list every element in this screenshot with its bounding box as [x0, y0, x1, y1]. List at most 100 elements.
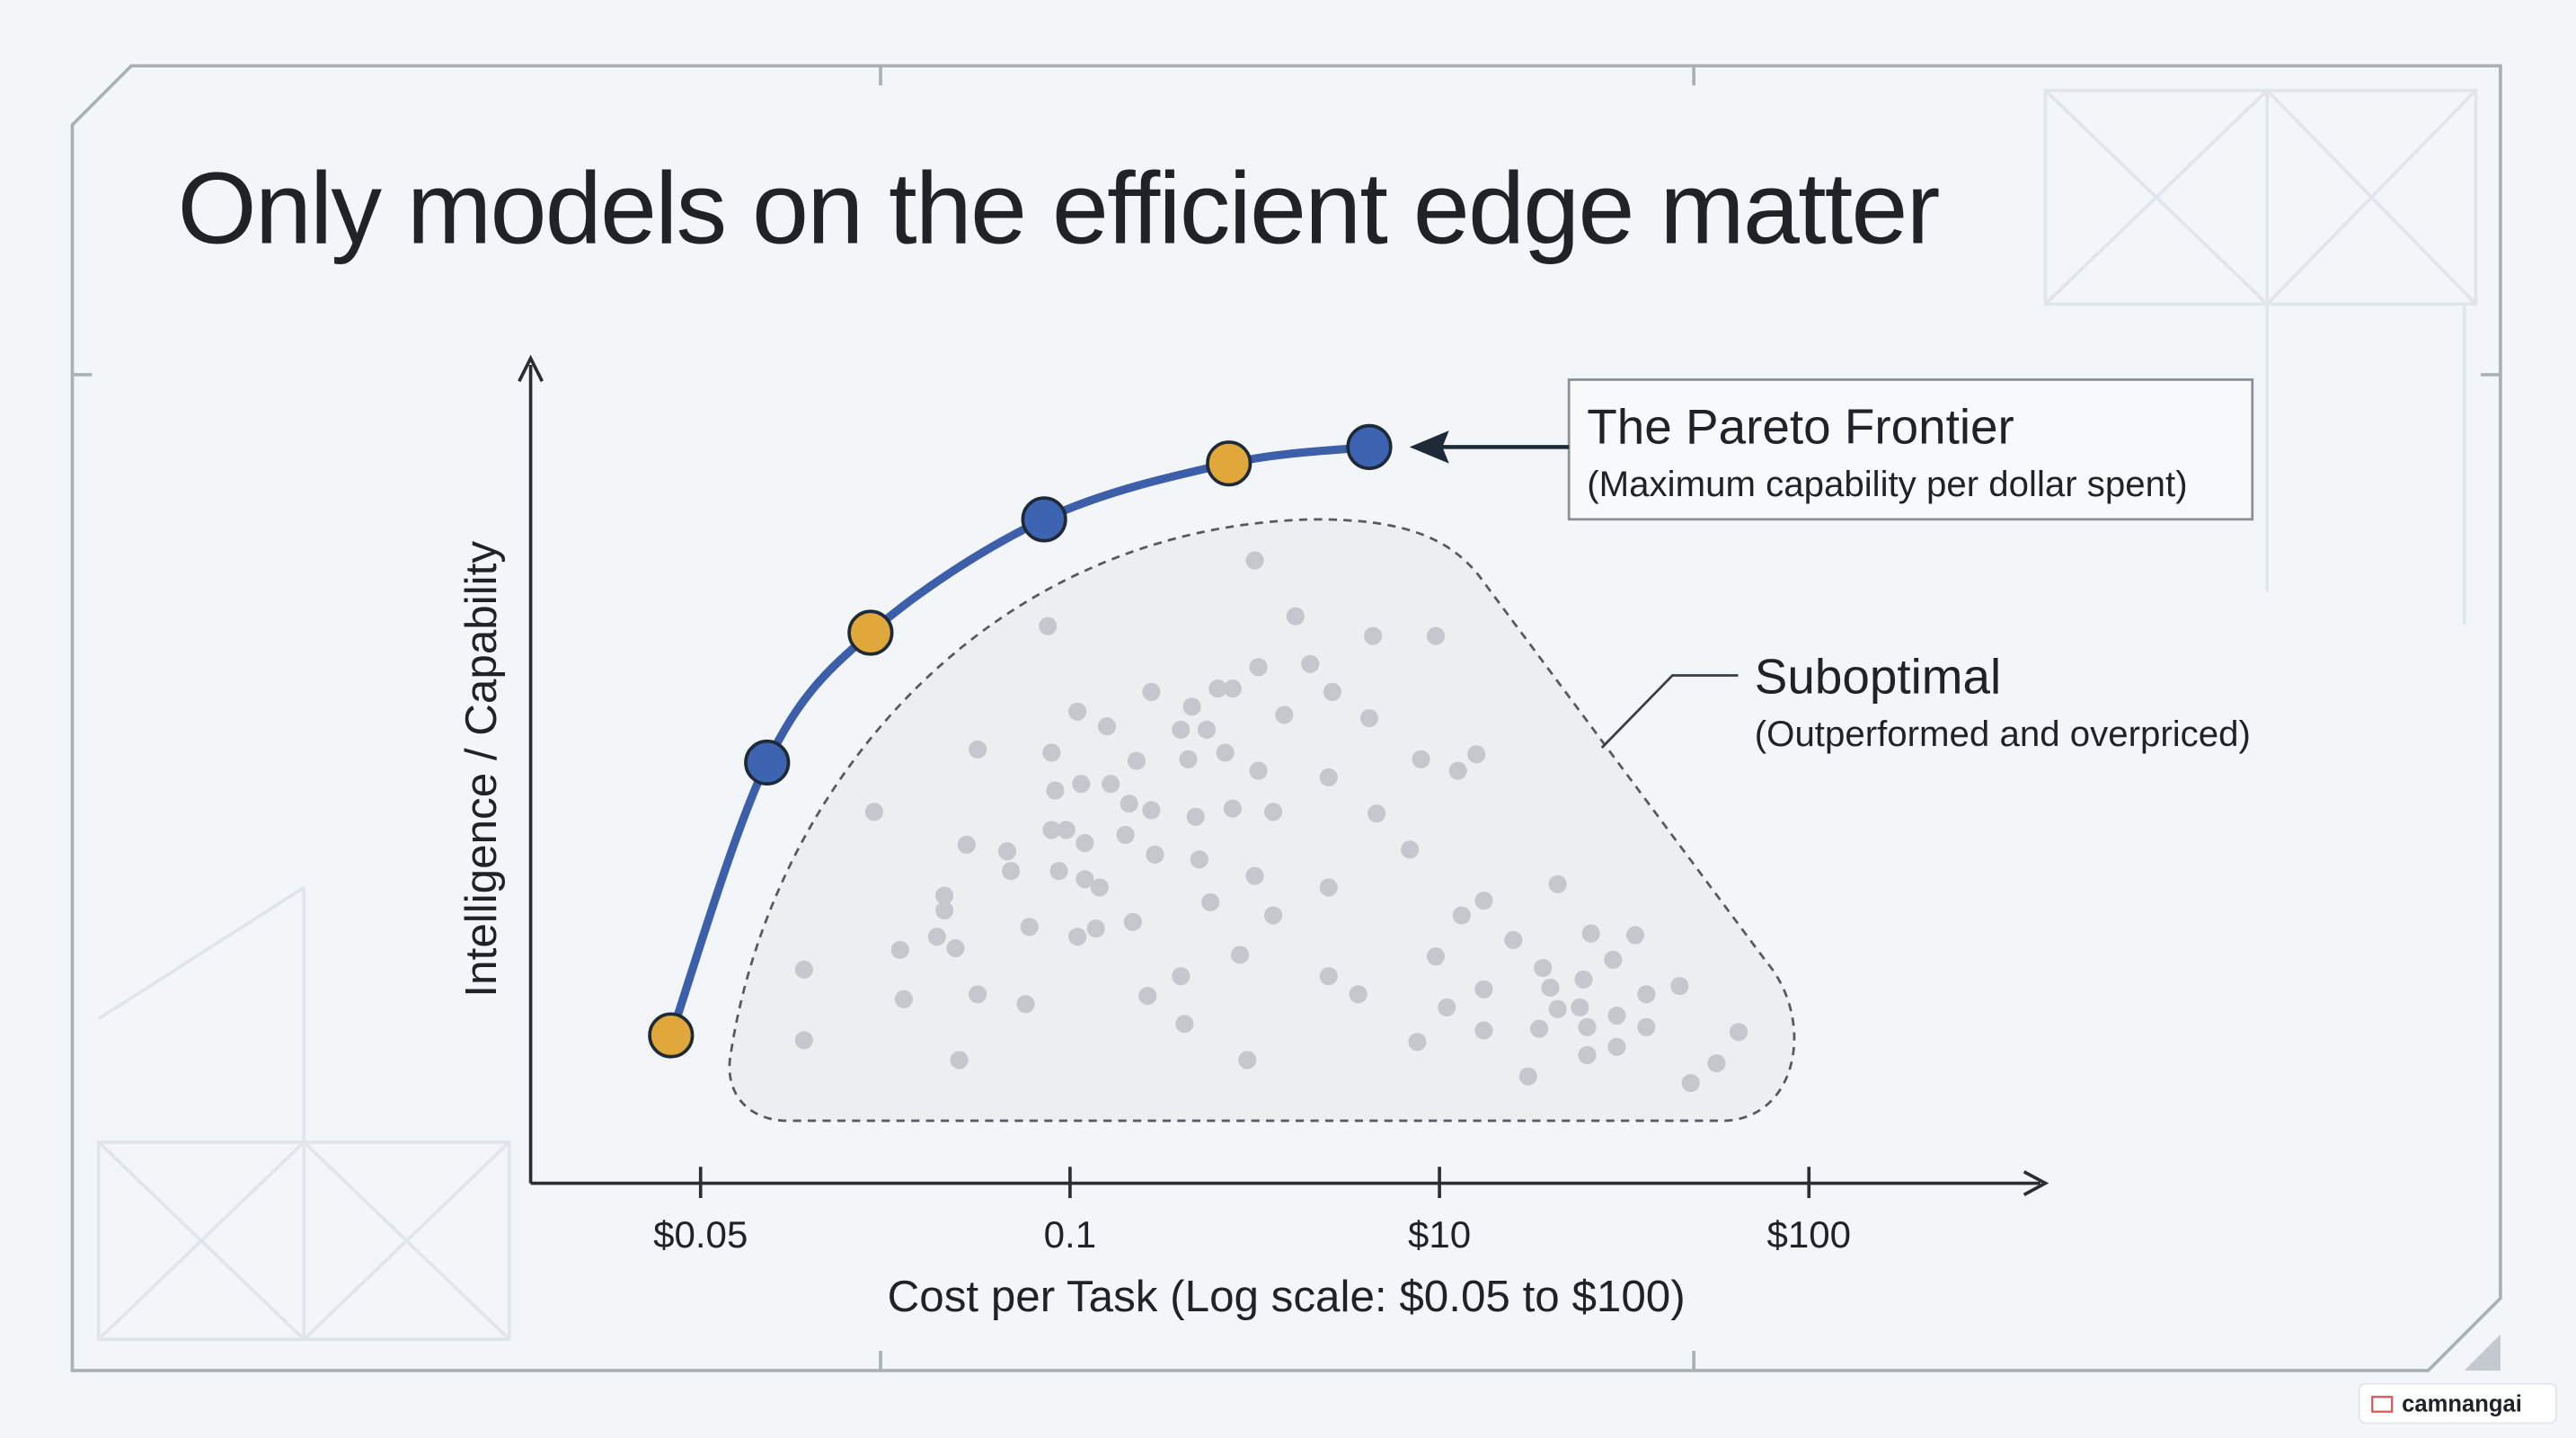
- suboptimal-point: [1571, 998, 1589, 1016]
- suboptimal-point: [1408, 1033, 1427, 1052]
- suboptimal-point: [1349, 985, 1368, 1004]
- suboptimal-point: [1120, 794, 1138, 813]
- suboptimal-point: [1076, 833, 1094, 853]
- suboptimal-point: [1448, 761, 1467, 780]
- suboptimal-point: [1172, 967, 1191, 986]
- suboptimal-point: [1042, 743, 1061, 762]
- suboptimal-point: [1182, 697, 1201, 716]
- suboptimal-point: [1730, 1023, 1748, 1042]
- frontier-callout-box: [1567, 378, 2254, 521]
- suboptimal-point: [1604, 950, 1623, 969]
- frontier-point: [648, 1012, 695, 1059]
- suboptimal-point: [1681, 1073, 1700, 1093]
- suboptimal-point: [1068, 702, 1087, 721]
- x-tick-label: $10: [1408, 1213, 1471, 1256]
- suboptimal-point: [1364, 626, 1383, 645]
- suboptimal-point: [1190, 850, 1208, 869]
- suboptimal-leader: [1600, 674, 1739, 749]
- suboptimal-region: [728, 518, 1796, 1123]
- suboptimal-point: [1401, 840, 1420, 859]
- watermark: camnangai: [2402, 1392, 2522, 1417]
- frame-ticks: [72, 66, 2501, 1371]
- suboptimal-point: [1607, 1006, 1626, 1025]
- suboptimal-point: [794, 1031, 813, 1050]
- decor-scaffold: [96, 88, 2478, 1342]
- suboptimal-point: [1534, 958, 1553, 978]
- suboptimal-point: [1286, 607, 1305, 626]
- suboptimal-point: [935, 901, 954, 920]
- suboptimal-point: [1438, 998, 1456, 1016]
- suboptimal-point: [1426, 626, 1446, 645]
- suboptimal-point: [1637, 985, 1656, 1004]
- suboptimal-point: [1208, 679, 1227, 698]
- suboptimal-point: [1127, 751, 1146, 770]
- x-tick-label: 0.1: [1044, 1213, 1096, 1256]
- suboptimal-point: [997, 842, 1017, 861]
- suboptimal-point: [1197, 720, 1217, 739]
- suboptimal-point: [1186, 807, 1205, 826]
- suboptimal-title: Suboptimal: [1755, 649, 2001, 705]
- suboptimal-point: [1607, 1037, 1626, 1056]
- frontier-point: [847, 609, 894, 656]
- suboptimal-point: [1223, 799, 1242, 818]
- suboptimal-point: [1670, 977, 1689, 996]
- suboptimal-point: [1578, 1017, 1597, 1036]
- suboptimal-point: [1541, 978, 1560, 998]
- suboptimal-subtitle: (Outperformed and overpriced): [1755, 714, 2251, 754]
- suboptimal-point: [1002, 862, 1021, 881]
- suboptimal-point: [1504, 930, 1523, 949]
- y-axis-label: Intelligence / Capability: [456, 541, 506, 998]
- suboptimal-point: [1249, 658, 1268, 677]
- suboptimal-point: [1474, 891, 1493, 910]
- watermark-icon: [2371, 1396, 2394, 1413]
- suboptimal-point: [1249, 761, 1268, 780]
- suboptimal-point: [1518, 1067, 1537, 1086]
- suboptimal-point: [1020, 918, 1039, 936]
- suboptimal-point: [969, 740, 987, 759]
- suboptimal-point: [946, 939, 965, 958]
- suboptimal-point: [1097, 717, 1117, 736]
- suboptimal-point: [1230, 945, 1250, 964]
- suboptimal-point: [1412, 750, 1430, 768]
- suboptimal-point: [1548, 874, 1567, 893]
- suboptimal-point: [1263, 906, 1283, 925]
- suboptimal-point: [1319, 878, 1338, 897]
- suboptimal-point: [1263, 803, 1283, 821]
- suboptimal-point: [1474, 980, 1493, 999]
- frontier-point: [1206, 440, 1253, 487]
- suboptimal-point: [1548, 999, 1567, 1018]
- chart-title: Only models on the efficient edge matter: [177, 152, 1938, 266]
- frontier-point: [1346, 423, 1393, 470]
- suboptimal-point: [969, 985, 987, 1004]
- suboptimal-point: [1201, 892, 1220, 911]
- suboptimal-point: [1072, 775, 1091, 794]
- suboptimal-point: [1076, 870, 1094, 889]
- suboptimal-point: [1578, 1045, 1597, 1064]
- frontier-point: [744, 739, 791, 786]
- x-axis-label: Cost per Task (Log scale: $0.05 to $100): [888, 1272, 1686, 1321]
- suboptimal-point: [864, 803, 884, 821]
- axes: [518, 354, 2049, 1196]
- suboptimal-point: [1142, 682, 1161, 701]
- suboptimal-point: [1046, 781, 1065, 800]
- suboptimal-point: [1530, 1019, 1549, 1038]
- suboptimal-point: [1179, 750, 1198, 768]
- suboptimal-point: [1467, 745, 1486, 764]
- suboptimal-point: [1581, 924, 1600, 943]
- suboptimal-point: [1057, 821, 1076, 839]
- suboptimal-point: [1172, 720, 1191, 739]
- suboptimal-point: [1368, 804, 1386, 823]
- suboptimal-point: [1238, 1051, 1257, 1070]
- suboptimal-point: [1138, 987, 1157, 1006]
- x-tick-label: $100: [1766, 1213, 1851, 1256]
- frontier-arrow-head: [1409, 431, 1449, 464]
- suboptimal-point: [1142, 801, 1161, 820]
- suboptimal-point: [1245, 551, 1264, 570]
- suboptimal-point: [1042, 821, 1061, 839]
- suboptimal-point: [1216, 743, 1235, 762]
- suboptimal-point: [1301, 654, 1320, 673]
- suboptimal-point: [935, 886, 954, 905]
- suboptimal-point: [1123, 912, 1142, 931]
- suboptimal-point: [1452, 906, 1471, 925]
